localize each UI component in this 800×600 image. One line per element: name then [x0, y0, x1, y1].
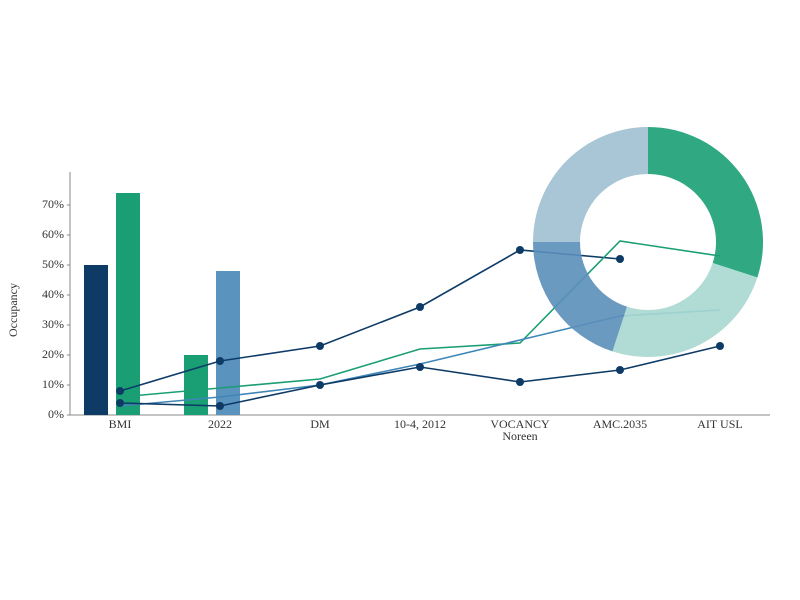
y-tick-label: 20% [42, 347, 64, 361]
y-axis-title: Occupancy [6, 283, 20, 337]
x-tick-label: AIT USL [697, 417, 742, 431]
x-tick-label: BMI [109, 417, 132, 431]
bar [216, 271, 240, 415]
pie-slice [533, 242, 627, 352]
pie-slice [612, 263, 758, 357]
marker [616, 366, 624, 374]
marker [316, 381, 324, 389]
pie-slice [533, 127, 648, 242]
marker [616, 255, 624, 263]
y-tick-label: 70% [42, 197, 64, 211]
marker [716, 342, 724, 350]
y-tick-label: 0% [48, 407, 64, 421]
x-tick-label: 10-4, 2012 [394, 417, 446, 431]
bar [116, 193, 140, 415]
marker [216, 402, 224, 410]
pie-slice [648, 127, 763, 278]
x-axis-title: Noreen [502, 429, 537, 443]
line [119, 240, 721, 398]
x-tick-label: VOCANCY [490, 417, 550, 431]
marker [316, 342, 324, 350]
marker [516, 246, 524, 254]
x-tick-label: AMC.2035 [593, 417, 647, 431]
marker [416, 303, 424, 311]
x-tick-label: DM [310, 417, 330, 431]
marker [216, 357, 224, 365]
bar [84, 265, 108, 415]
marker [516, 378, 524, 386]
y-tick-label: 60% [42, 227, 64, 241]
marker [416, 363, 424, 371]
y-tick-label: 50% [42, 257, 64, 271]
marker [116, 387, 124, 395]
marker [116, 399, 124, 407]
y-tick-label: 40% [42, 287, 64, 301]
y-tick-label: 30% [42, 317, 64, 331]
x-tick-label: 2022 [208, 417, 232, 431]
y-tick-label: 10% [42, 377, 64, 391]
